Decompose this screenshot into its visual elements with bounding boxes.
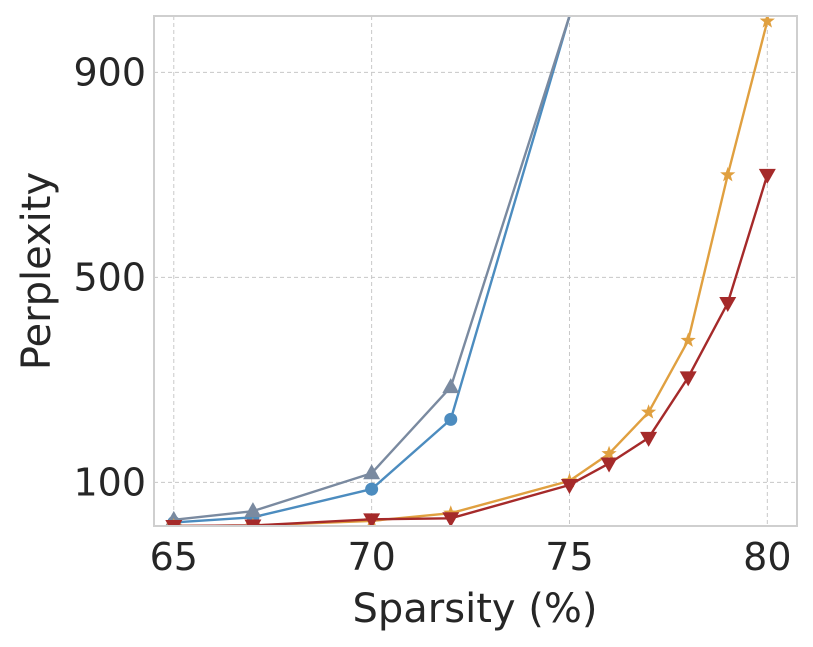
x-tick-label: 75 <box>545 535 593 579</box>
data-point <box>244 519 262 526</box>
data-point <box>679 371 697 387</box>
series-layer <box>165 16 776 526</box>
data-point <box>442 512 460 526</box>
data-point <box>641 404 657 419</box>
y-tick-label: 100 <box>73 460 146 504</box>
data-point <box>680 332 696 347</box>
data-point <box>365 482 379 496</box>
x-tick-label: 65 <box>150 535 198 579</box>
plot-frame <box>153 15 798 527</box>
data-point <box>444 412 458 426</box>
x-tick-label: 80 <box>743 535 791 579</box>
data-point <box>363 464 381 480</box>
data-point <box>244 502 262 518</box>
x-tick-labels: 65 70 75 80 <box>150 535 792 579</box>
series <box>166 16 775 526</box>
x-axis-label: Sparsity (%) <box>353 586 598 632</box>
grid <box>154 16 797 526</box>
data-point <box>758 168 776 184</box>
data-point <box>560 478 578 494</box>
series-line <box>173 20 769 526</box>
data-point <box>640 431 658 447</box>
data-point <box>719 297 737 313</box>
y-tick-label: 900 <box>73 50 146 94</box>
data-point <box>442 378 460 394</box>
x-tick-label: 70 <box>347 535 395 579</box>
series <box>167 16 571 526</box>
data-point <box>759 16 775 28</box>
data-point <box>600 457 618 473</box>
data-point <box>363 513 381 526</box>
data-point <box>601 445 617 461</box>
data-point <box>165 520 183 526</box>
y-tick-label: 500 <box>73 255 146 299</box>
y-axis-label: Perplexity <box>14 172 60 370</box>
series <box>165 16 571 526</box>
series-line <box>173 174 769 526</box>
series <box>165 168 776 526</box>
y-tick-labels: 100 500 900 <box>73 50 146 504</box>
data-point <box>720 166 736 182</box>
